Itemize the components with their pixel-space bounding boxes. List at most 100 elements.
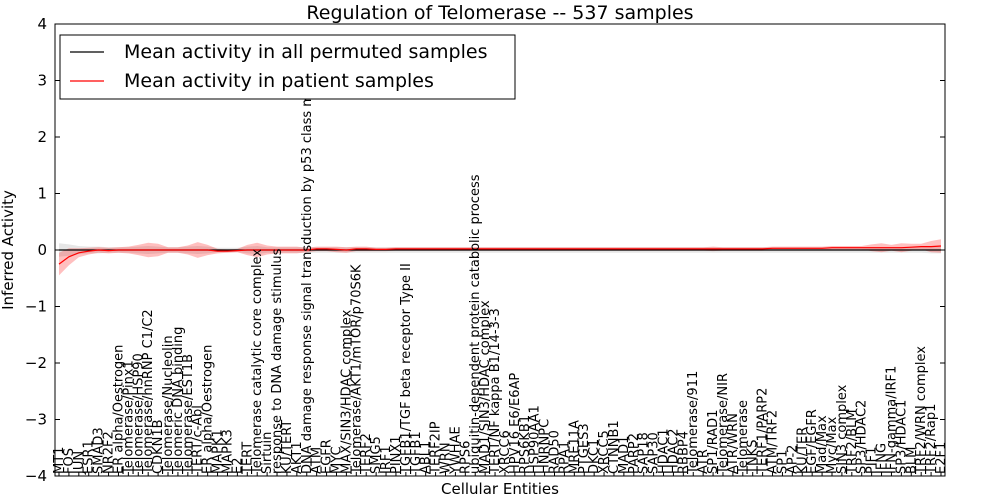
x-tick-label: MRE11A	[567, 420, 582, 474]
x-tick-label: ATM/TRF2	[766, 410, 781, 474]
x-tick-label: SAP18	[637, 432, 652, 474]
x-tick-label: ATR/WRN	[726, 413, 741, 474]
x-tick-label: TRF2/Rap1	[924, 404, 939, 475]
x-tick-label: TERF1/PARP2	[756, 388, 771, 475]
x-tick-label: SP1/RAD1	[706, 410, 721, 474]
x-tick-label: MAPK3	[221, 429, 236, 474]
x-tick-label: EGFR	[320, 439, 335, 474]
x-tick-label: HNRNPC	[538, 419, 553, 474]
x-tick-label: SIN3 complex	[835, 384, 850, 474]
x-tick-label: Myc/Max	[825, 416, 840, 474]
y-tick-label: 3	[37, 72, 47, 90]
x-tick-label: HDAC2	[666, 428, 681, 474]
x-tick-label: MT1	[52, 447, 67, 474]
x-tick-label: IFNG	[875, 443, 890, 474]
x-tick-label: TGFB1	[409, 431, 424, 475]
x-tick-label: ATM	[310, 447, 325, 474]
x-tick-label: IRF1	[379, 445, 394, 474]
x-tick-label: Telomerase/AKT1/mTOR/p70S6K	[349, 264, 364, 475]
x-tick-label: MAPK1	[211, 429, 226, 474]
x-tick-label: RBBP4	[676, 431, 691, 474]
x-tick-label: JUN	[72, 451, 87, 475]
legend-label-patient: Mean activity in patient samples	[124, 70, 434, 92]
y-tick-label: −2	[25, 354, 47, 372]
x-tick-label: PIF1	[865, 447, 880, 474]
x-tick-label: Telomerase	[736, 400, 751, 475]
x-tick-label: MAX/SIN3/HDAC complex	[339, 309, 354, 474]
x-tick-label: Telomerase/HSP90	[131, 353, 146, 475]
x-tick-label: PTGES3	[577, 423, 592, 474]
legend-label-permuted: Mean activity in all permuted samples	[124, 41, 487, 63]
x-tick-label: DNA damage response signal transduction …	[300, 47, 315, 474]
x-tick-label: AKT1	[290, 441, 305, 474]
x-tick-label: SP3/HDAC2	[855, 400, 870, 474]
x-tick-label: Telomerase/hnRNP C1/C2	[141, 309, 156, 475]
x-tick-label: ESR1	[82, 440, 97, 474]
x-tick-label: EGF/EGFR	[805, 409, 820, 474]
patient-mean-line	[58, 245, 942, 265]
x-tick-label: KU/TER	[795, 427, 810, 474]
chart-title: Regulation of Telomerase -- 537 samples	[306, 2, 693, 24]
x-tick-label: SAP30	[647, 432, 662, 474]
x-tick-label: TNKS	[746, 440, 761, 475]
x-tick-label: ubiquitin-dependent protein catabolic pr…	[468, 174, 483, 474]
x-tick-label: RPS6	[458, 441, 473, 474]
legend-box	[59, 34, 516, 100]
x-tick-label: TRF2/BLM	[845, 410, 860, 475]
y-tick-label: −4	[25, 467, 47, 485]
x-tick-label: TERT/NF kappa B1/14-3-3	[488, 308, 503, 475]
x-tick-label: ER alpha/Oestrogen	[112, 345, 127, 474]
x-tick-label: ABL1	[419, 441, 434, 474]
x-tick-label: WRN	[439, 442, 454, 474]
x-tick-label: YWHAE	[448, 426, 463, 475]
x-tick-label: Mad/Max	[815, 415, 830, 474]
x-tick-label: RPS6KB1	[518, 415, 533, 474]
x-tick-label: SMG5	[369, 436, 384, 474]
x-tick-label: BLM	[904, 447, 919, 474]
x-tick-label: Telomeric DNA binding	[171, 327, 186, 475]
x-tick-label: HDAC1	[657, 428, 672, 474]
x-tick-label: MAD1	[617, 436, 632, 474]
x-tick-label: response to DNA damage stimulus	[270, 248, 285, 474]
x-tick-label: XRCC5	[597, 430, 612, 474]
x-tick-label: TERT/c-Abl	[191, 405, 206, 475]
x-tick-label: Telomerase/Pinx1	[121, 360, 136, 475]
x-tick-label: CDKN1B	[151, 419, 166, 474]
x-tick-label: E2F1	[934, 442, 949, 474]
x-tick-label: SMAD3	[92, 427, 107, 474]
x-tick-label: SP1	[775, 450, 790, 474]
x-tick-label: RAD50	[548, 430, 563, 474]
x-tick-label: KU/TERT	[280, 420, 295, 474]
x-tick-label: TERT	[240, 442, 255, 475]
x-tick-label: PARP2	[627, 433, 642, 474]
x-tick-label: ATR	[696, 449, 711, 474]
x-tick-label: TRF2/WRN complex	[914, 346, 929, 475]
y-tick-label: −1	[25, 298, 47, 316]
x-tick-label: Telomerase catalytic core complex	[250, 249, 265, 475]
x-tick-label: RPA1	[557, 441, 572, 474]
x-tick-label: Telomerase/EST1B	[181, 354, 196, 475]
x-tick-label: IFN-gamma/IRF1	[884, 366, 899, 474]
x-tick-label: AP-2	[785, 445, 800, 474]
x-axis-title: Cellular Entities	[441, 480, 559, 498]
x-tick-label: TERF2IP	[429, 421, 444, 475]
x-tick-label: NR2F2	[102, 431, 117, 474]
y-tick-label: 2	[37, 128, 47, 146]
x-tick-label: SP3/HDAC1	[894, 400, 909, 474]
legend: Mean activity in all permuted samples Me…	[59, 34, 516, 100]
x-tick-label: MAD1/SIN3/HDAC complex	[478, 300, 493, 474]
y-tick-label: 0	[37, 241, 47, 259]
x-tick-label: FOS	[62, 448, 77, 474]
x-tick-label: DKC1	[587, 439, 602, 474]
y-tick-label: −3	[25, 411, 47, 429]
x-tick-label: XRCC6	[498, 430, 513, 474]
y-axis-title: Inferred Activity	[0, 190, 17, 310]
x-tick-label: Telomerase/Nucleolin	[161, 335, 176, 475]
x-tick-label: Telomerase/911	[686, 371, 701, 475]
x-tick-label: CTNNB1	[607, 420, 622, 474]
x-tick-label: TERF2	[359, 433, 374, 475]
x-tick-label: Telomerase/NIR	[716, 373, 731, 475]
x-tick-label: ER alpha/Oestrogen	[201, 345, 216, 474]
x-tick-label: Sirtuin	[260, 432, 275, 474]
